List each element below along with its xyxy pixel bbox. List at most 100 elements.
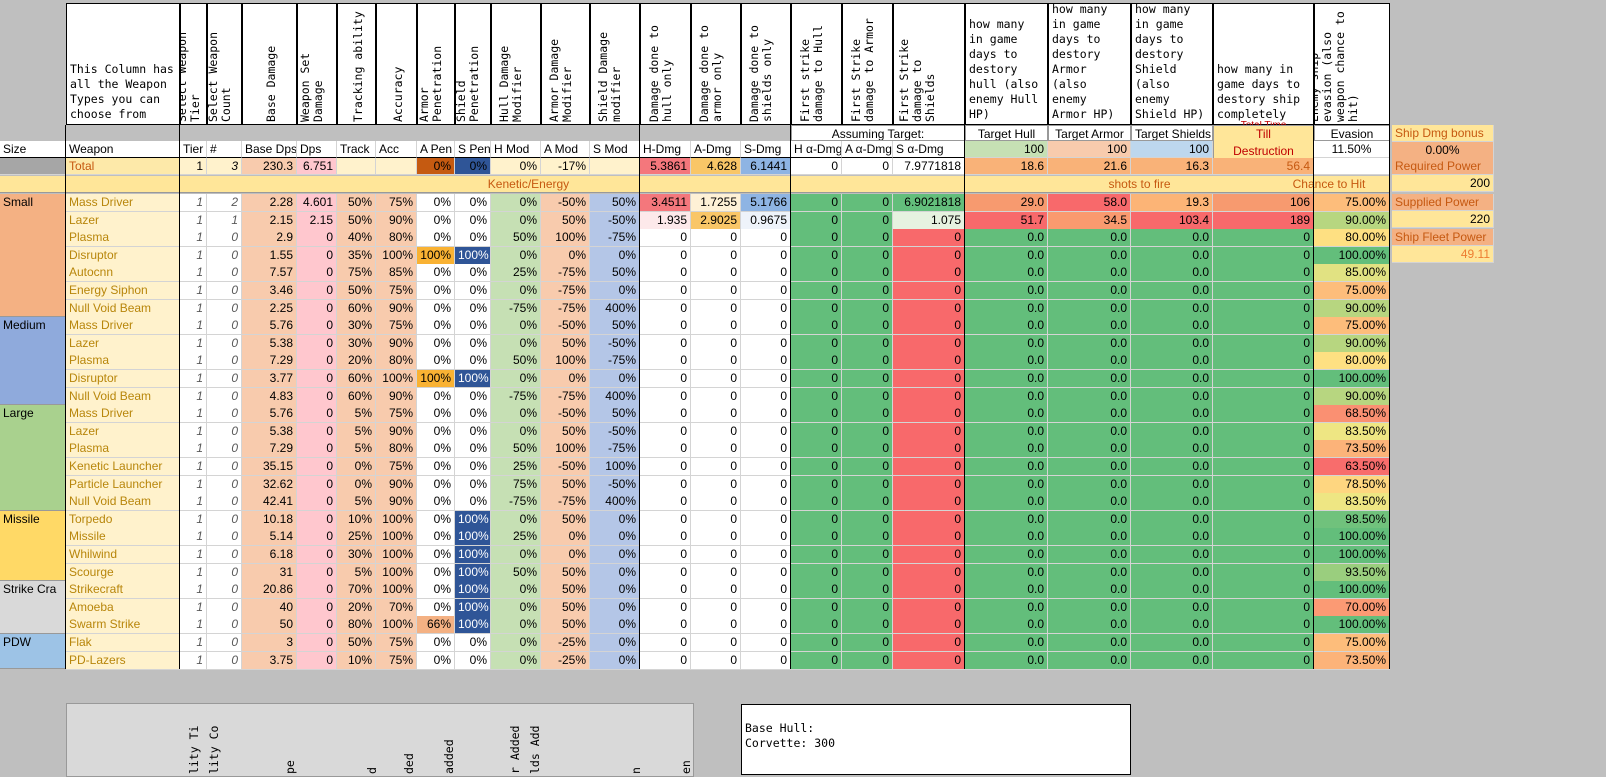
s-dmg: 0 [741,564,791,582]
tier-input[interactable]: 1 [180,440,207,458]
side-ship-fleet-power-value[interactable]: 49.11 [1392,246,1494,263]
shield-pen: 0% [455,458,491,476]
evasion-hit: 90.00% [1314,388,1390,406]
total-dt: 56.4 [1213,158,1314,175]
count-input[interactable]: 0 [207,335,242,353]
count-input[interactable]: 0 [207,616,242,634]
evasion-input[interactable]: 11.50% [1314,141,1390,158]
dps: 0 [297,282,337,300]
shield-mod: 100% [590,458,640,476]
tier-input[interactable]: 1 [180,317,207,335]
tier-input[interactable]: 1 [180,194,207,212]
count-input[interactable]: 0 [207,528,242,546]
tier-input[interactable]: 1 [180,405,207,423]
column-divider [1389,125,1390,670]
tier-input[interactable]: 1 [180,476,207,494]
total-tier[interactable]: 1 [180,158,207,175]
days-hull: 0.0 [965,247,1048,265]
count-input[interactable]: 0 [207,282,242,300]
tier-input[interactable]: 1 [180,528,207,546]
s-alpha-dmg: 6.9021818 [893,194,965,212]
total-count[interactable]: 3 [207,158,242,175]
armor-pen: 66% [417,616,455,634]
h-alpha-dmg: 0 [791,616,842,634]
count-input[interactable]: 0 [207,388,242,406]
count-input[interactable]: 1 [207,212,242,230]
days-shield: 0.0 [1131,247,1213,265]
count-input[interactable]: 0 [207,352,242,370]
days-armor: 0.0 [1048,493,1131,511]
s-alpha-dmg: 0 [893,229,965,247]
side-supplied-power-value[interactable]: 220 [1392,211,1494,228]
count-input[interactable]: 0 [207,300,242,318]
armor-pen: 0% [417,317,455,335]
tier-input[interactable]: 1 [180,352,207,370]
tier-input[interactable]: 1 [180,264,207,282]
count-input[interactable]: 0 [207,546,242,564]
shield-pen: 0% [455,335,491,353]
side-required-power-value[interactable]: 200 [1392,175,1494,192]
a-dmg: 0 [691,458,741,476]
count-input[interactable]: 0 [207,423,242,441]
accuracy: 75% [376,194,417,212]
shield-mod: -75% [590,352,640,370]
h-alpha-dmg: 0 [791,423,842,441]
count-input[interactable]: 0 [207,564,242,582]
tier-input[interactable]: 1 [180,229,207,247]
col-label-18: S α-Dmg [893,141,965,158]
tier-input[interactable]: 1 [180,652,207,670]
header-text: Enemy ship evasion (also weapon chance t… [1314,11,1360,122]
days-shield: 0.0 [1131,352,1213,370]
count-input[interactable]: 0 [207,652,242,670]
count-input[interactable]: 0 [207,229,242,247]
tier-input[interactable]: 1 [180,493,207,511]
count-input[interactable]: 0 [207,634,242,652]
count-input[interactable]: 0 [207,405,242,423]
days-hull: 0.0 [965,282,1048,300]
side-ship-dmg-bonus-value[interactable]: 0.00% [1392,142,1494,159]
count-input[interactable]: 0 [207,247,242,265]
total-blank-6 [337,158,376,175]
count-input[interactable]: 0 [207,581,242,599]
h-dmg: 1.935 [640,212,691,230]
h-alpha-dmg: 0 [791,440,842,458]
days-armor: 0.0 [1048,616,1131,634]
count-input[interactable]: 0 [207,476,242,494]
tier-input[interactable]: 1 [180,388,207,406]
tracking: 5% [337,440,376,458]
count-input[interactable]: 0 [207,493,242,511]
count-input[interactable]: 0 [207,458,242,476]
count-input[interactable]: 0 [207,264,242,282]
accuracy: 90% [376,212,417,230]
tier-input[interactable]: 1 [180,634,207,652]
a-alpha-dmg: 0 [842,458,893,476]
base-dps: 5.76 [242,317,297,335]
tier-input[interactable]: 1 [180,370,207,388]
count-input[interactable]: 0 [207,370,242,388]
tier-input[interactable]: 1 [180,212,207,230]
shield-pen: 100% [455,599,491,617]
target-armor-input[interactable]: 100 [1048,141,1131,158]
tier-input[interactable]: 1 [180,335,207,353]
tier-input[interactable]: 1 [180,616,207,634]
count-input[interactable]: 0 [207,317,242,335]
tier-input[interactable]: 1 [180,300,207,318]
target-hull-input[interactable]: 100 [965,141,1048,158]
tier-input[interactable]: 1 [180,247,207,265]
armor-mod: 0% [541,528,590,546]
tier-input[interactable]: 1 [180,423,207,441]
tier-input[interactable]: 1 [180,599,207,617]
target-shields-input[interactable]: 100 [1131,141,1213,158]
tier-input[interactable]: 1 [180,581,207,599]
tier-input[interactable]: 1 [180,511,207,529]
shield-pen: 100% [455,528,491,546]
count-input[interactable]: 2 [207,194,242,212]
hull-mod: -75% [491,388,541,406]
tier-input[interactable]: 1 [180,546,207,564]
count-input[interactable]: 0 [207,440,242,458]
count-input[interactable]: 0 [207,511,242,529]
tier-input[interactable]: 1 [180,282,207,300]
tier-input[interactable]: 1 [180,564,207,582]
count-input[interactable]: 0 [207,599,242,617]
tier-input[interactable]: 1 [180,458,207,476]
